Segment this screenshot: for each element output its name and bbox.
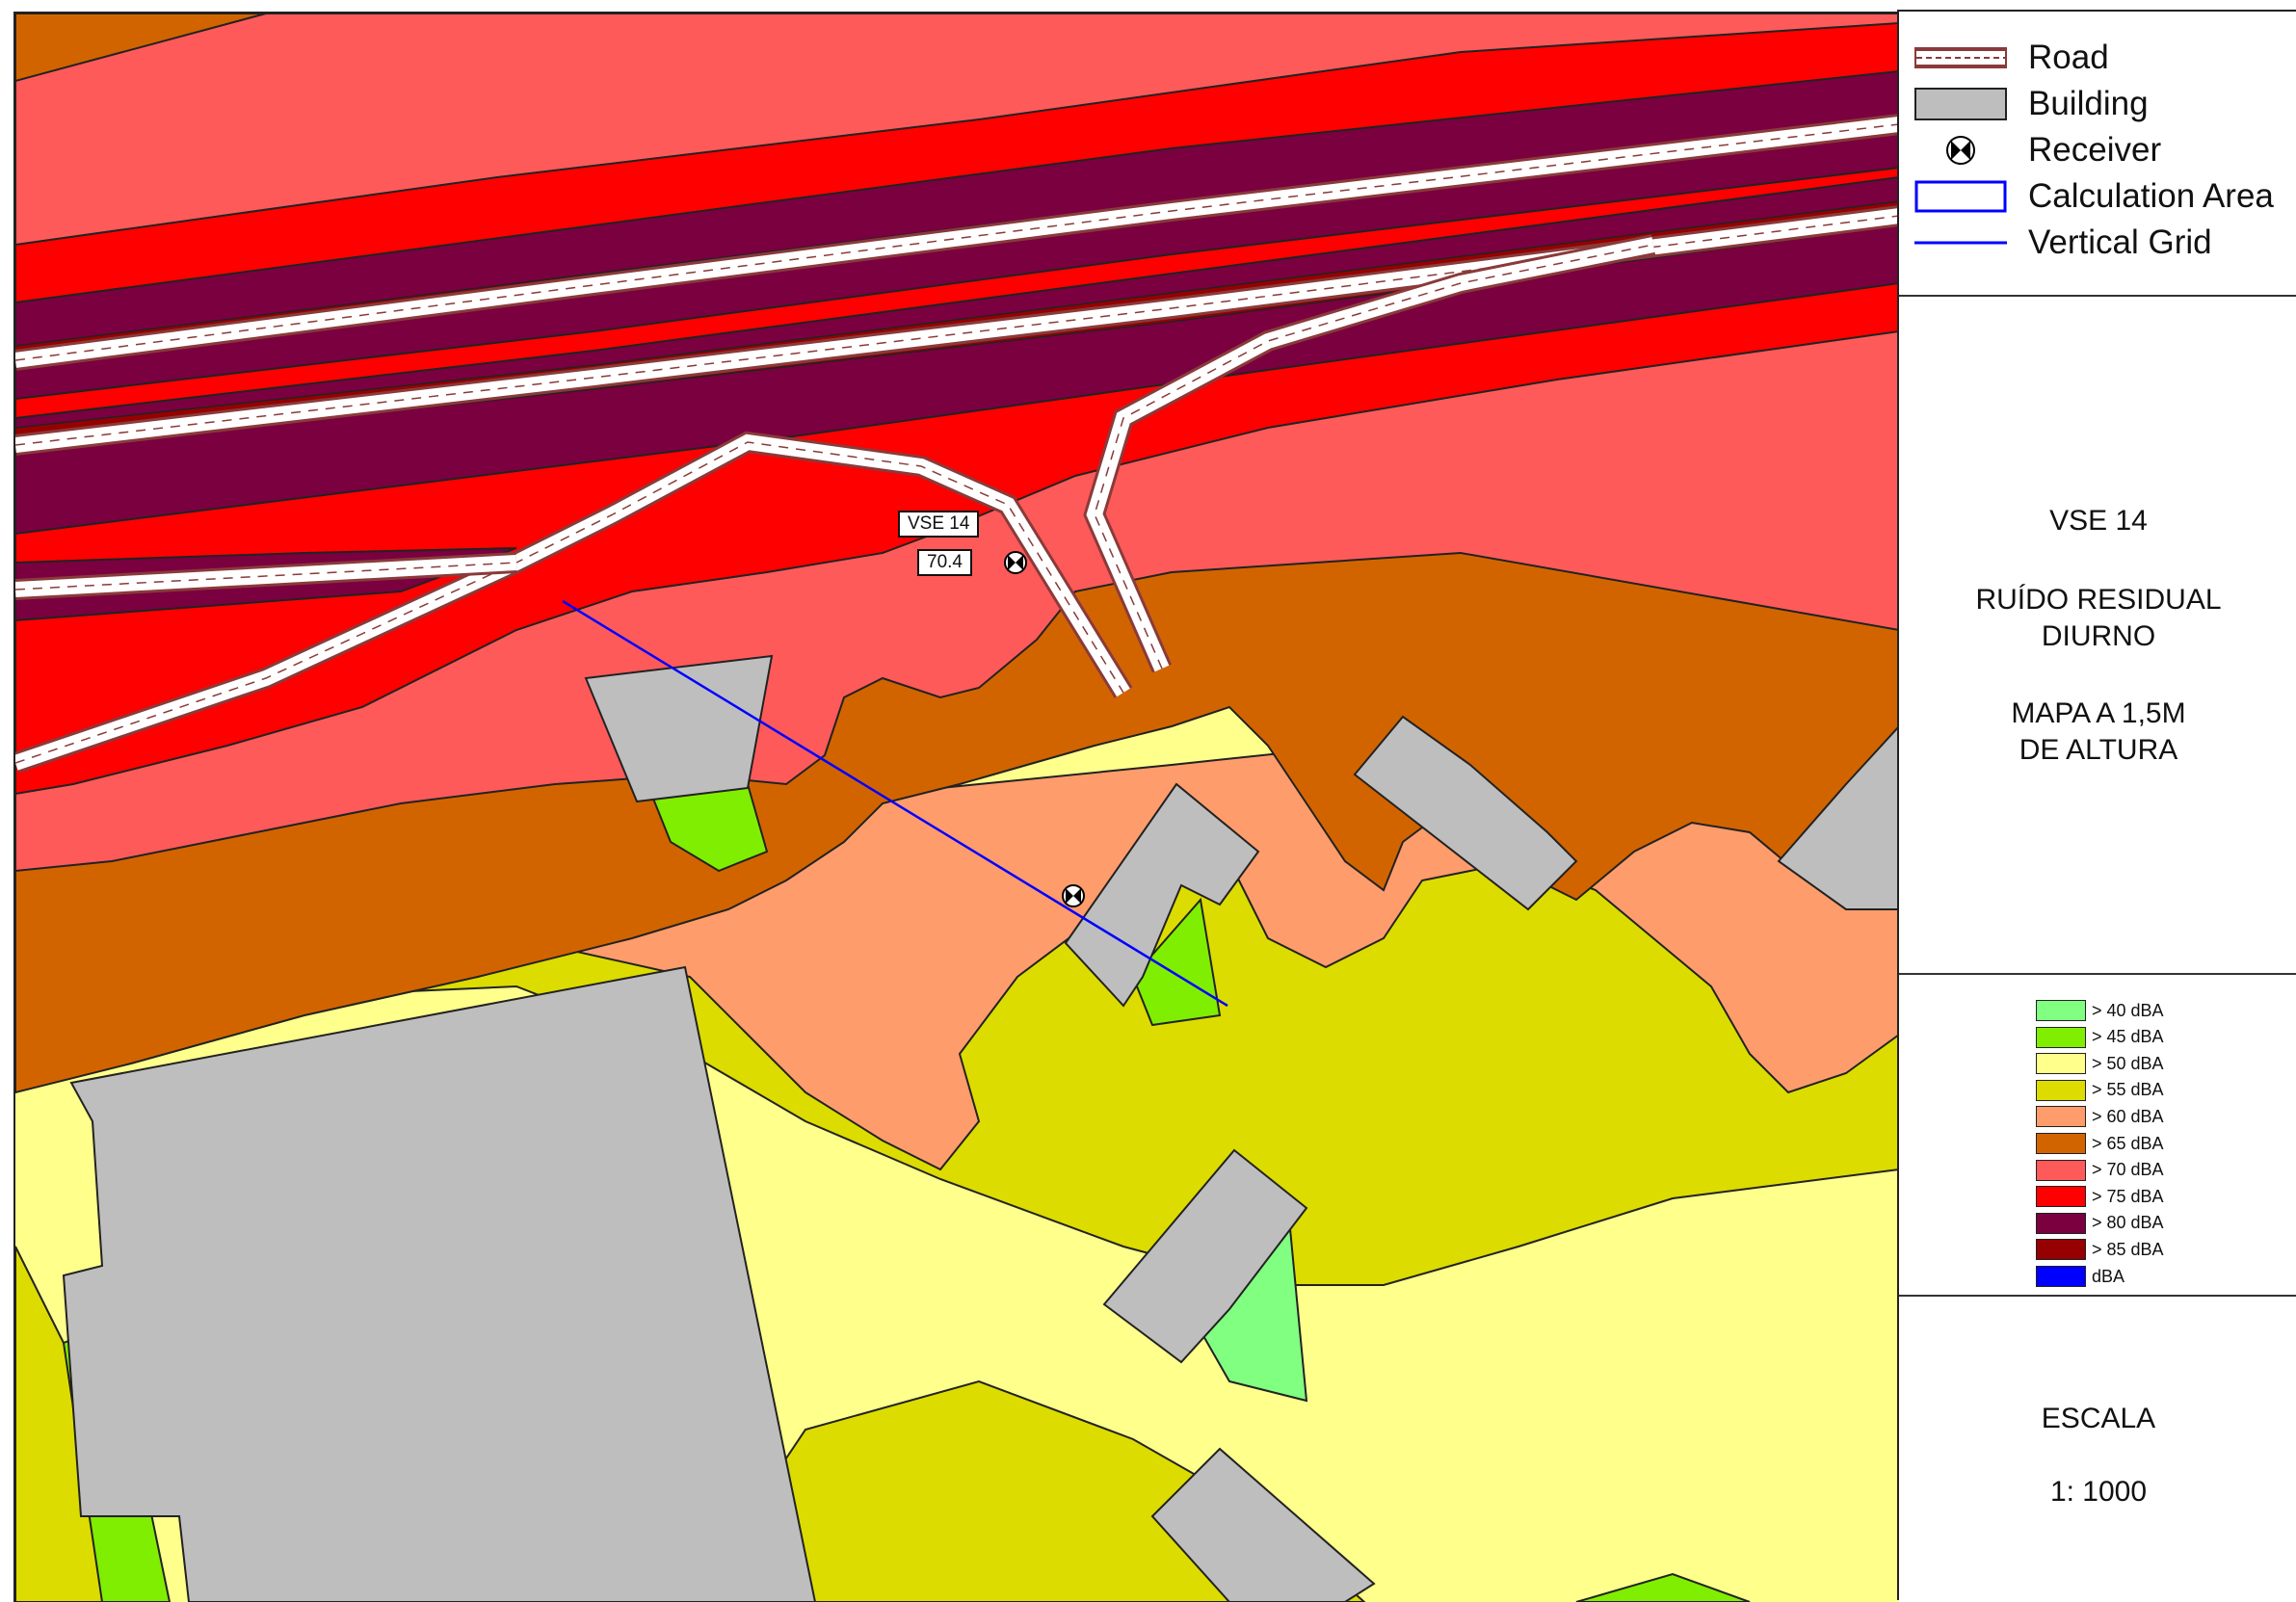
noise-level-swatch [2036, 1133, 2086, 1154]
noise-level-swatch [2036, 1266, 2086, 1287]
noise-level-row: dBA [2036, 1264, 2124, 1289]
noise-level-row: > 80 dBA [2036, 1211, 2164, 1236]
scale-title: ESCALA [2041, 1403, 2156, 1434]
noise-level-swatch [2036, 1239, 2086, 1261]
building-south-2 [1150, 1447, 1376, 1602]
noise-level-swatch [2036, 1026, 2086, 1048]
noise-level-row: > 65 dBA [2036, 1131, 2164, 1156]
noise-level-label: > 40 dBA [2092, 1000, 2164, 1020]
noise-level-label: > 50 dBA [2092, 1053, 2164, 1073]
noise-level-swatch [2036, 1106, 2086, 1128]
noise-level-label: > 75 dBA [2092, 1186, 2164, 1206]
building-center [1064, 782, 1260, 1008]
building-east-1 [1353, 715, 1578, 911]
receiver-swatch-icon [1914, 133, 2007, 168]
zone-65-corner [15, 13, 267, 83]
noise-level-label: > 80 dBA [2092, 1213, 2164, 1233]
noise-map: VSE 14 70.4 [13, 12, 1899, 1602]
zone-45-patch-2 [1131, 897, 1222, 1027]
noise-level-swatch [2036, 1212, 2086, 1234]
noise-level-swatch [2036, 1079, 2086, 1101]
map-subtitle-2: DIURNO [2041, 620, 2156, 652]
map-subtitle-1: RUÍDO RESIDUAL [1975, 584, 2222, 616]
noise-level-label: > 45 dBA [2092, 1027, 2164, 1047]
noise-level-label: > 55 dBA [2092, 1080, 2164, 1100]
building-large [62, 965, 817, 1602]
legend-receiver: Receiver [1914, 129, 2161, 171]
building-east-2 [1777, 724, 1899, 910]
scale-value: 1: 1000 [2049, 1476, 2148, 1508]
noise-level-row: > 70 dBA [2036, 1158, 2164, 1183]
noise-level-label: > 60 dBA [2092, 1106, 2164, 1126]
noise-level-label: dBA [2092, 1266, 2125, 1286]
road-swatch-icon [1914, 40, 2007, 75]
building-trapezoid [584, 654, 774, 803]
legend-building: Building [1914, 83, 2149, 125]
noise-level-label: > 65 dBA [2092, 1133, 2164, 1153]
noise-level-label: > 70 dBA [2092, 1160, 2164, 1180]
scale-block: ESCALA 1: 1000 [1899, 1297, 2296, 1602]
noise-level-row: > 40 dBA [2036, 998, 2164, 1023]
noise-level-swatch [2036, 1159, 2086, 1181]
map-subtitle-4: DE ALTURA [2019, 734, 2178, 766]
calc-area-swatch-icon [1914, 179, 2007, 214]
noise-level-row: > 55 dBA [2036, 1078, 2164, 1103]
noise-level-row: > 75 dBA [2036, 1184, 2164, 1209]
receiver-name-label: VSE 14 [898, 511, 980, 538]
symbol-legend: Road Building Receiver Calculation Area … [1899, 12, 2296, 297]
building-swatch-icon [1914, 87, 2007, 121]
legend-vertical-grid: Vertical Grid [1914, 222, 2212, 264]
noise-level-legend: > 40 dBA > 45 dBA > 50 dBA > 55 dBA > 60 dBA… [1899, 975, 2296, 1297]
noise-level-row: > 45 dBA [2036, 1025, 2164, 1050]
noise-level-row: > 85 dBA [2036, 1237, 2164, 1262]
noise-map-canvas [15, 13, 1899, 1602]
zone-45-patch-4 [1575, 1572, 1751, 1602]
buildings [62, 654, 1899, 1602]
noise-level-row: > 50 dBA [2036, 1051, 2164, 1076]
legend-road-label: Road [2028, 39, 2109, 76]
vertical-grid-line [562, 599, 1228, 1008]
receiver-icon-2 [1062, 884, 1085, 907]
legend-calc-area-label: Calculation Area [2028, 177, 2274, 215]
legend-building-label: Building [2028, 85, 2149, 122]
map-title: VSE 14 [2049, 505, 2148, 537]
building-south-1 [1102, 1148, 1308, 1364]
legend-vertical-grid-label: Vertical Grid [2028, 223, 2212, 261]
noise-level-swatch [2036, 1186, 2086, 1208]
noise-level-label: > 85 dBA [2092, 1239, 2164, 1259]
noise-level-row: > 60 dBA [2036, 1104, 2164, 1129]
receiver-icon-1 [1004, 551, 1027, 574]
legend-road: Road [1914, 37, 2109, 79]
side-panel: Road Building Receiver Calculation Area … [1897, 10, 2296, 1600]
legend-receiver-label: Receiver [2028, 131, 2162, 169]
map-subtitle-3: MAPA A 1,5M [2011, 697, 2186, 729]
vertical-grid-swatch-icon [1914, 225, 2007, 260]
receiver-value-label: 70.4 [917, 549, 972, 576]
roads [15, 114, 1899, 774]
legend-calc-area: Calculation Area [1914, 175, 2274, 218]
noise-level-swatch [2036, 1000, 2086, 1021]
title-block: VSE 14 RUÍDO RESIDUAL DIURNO MAPA A 1,5M… [1899, 297, 2296, 975]
noise-level-swatch [2036, 1053, 2086, 1075]
